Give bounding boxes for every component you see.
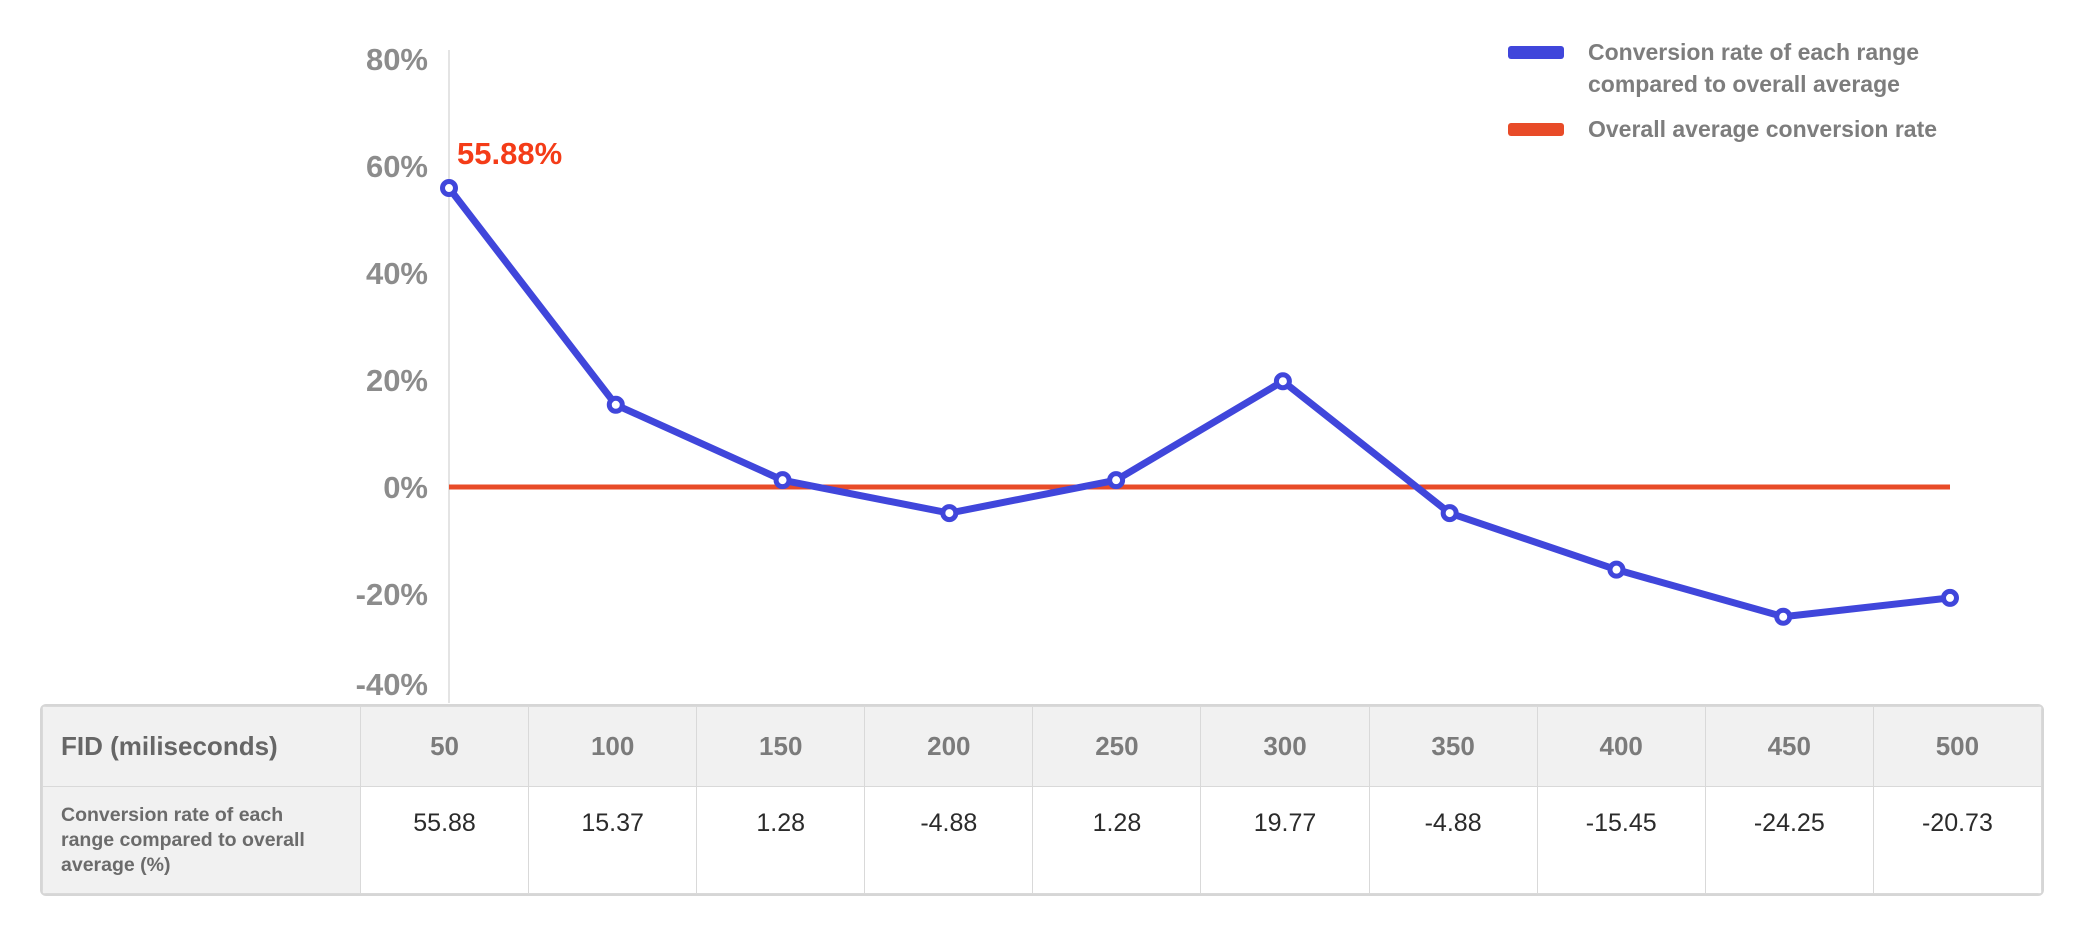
series-legend-label: Conversion rate of each range compared t… [1588, 39, 1920, 97]
y-tick-label: -40% [356, 667, 428, 702]
fid-row: FID (miliseconds) 50 100 150 200 250 300… [42, 706, 2042, 787]
data-point-marker [940, 504, 959, 523]
data-point-marker [1941, 588, 1959, 607]
data-point-marker [606, 395, 625, 414]
legend-item-series: Conversion rate of each range compared t… [1508, 36, 1988, 100]
data-point-marker [1273, 372, 1292, 391]
average-legend-swatch [1508, 123, 1564, 136]
fid-value-cell: 350 [1368, 706, 1538, 787]
data-point-marker [1774, 607, 1793, 626]
rate-value-cell: 55.88 [359, 786, 530, 894]
series-legend-swatch [1508, 46, 1564, 59]
series-line [445, 184, 1954, 621]
data-point-marker [440, 179, 458, 198]
y-tick-label: 60% [366, 149, 428, 184]
rate-value-cell: 19.77 [1200, 786, 1370, 894]
data-point-marker [1440, 504, 1459, 523]
rate-value-cell: 15.37 [528, 786, 698, 894]
data-table-container: FID (miliseconds) 50 100 150 200 250 300… [40, 704, 2044, 896]
data-point-marker [773, 471, 792, 490]
y-tick-label: 20% [366, 363, 428, 398]
y-tick-label: -20% [356, 577, 428, 612]
legend-item-average: Overall average conversion rate [1508, 113, 1988, 145]
fid-value-cell: 100 [528, 706, 698, 787]
rate-value-cell: -15.45 [1536, 786, 1706, 894]
fid-value-cell: 400 [1536, 706, 1706, 787]
data-point-marker [1107, 471, 1126, 490]
rate-row-header: Conversion rate of each range compared t… [42, 786, 361, 894]
fid-row-header: FID (miliseconds) [42, 706, 361, 787]
fid-value-cell: 250 [1032, 706, 1202, 787]
rate-value-cell: -4.88 [1368, 786, 1538, 894]
rate-value-cell: 1.28 [696, 786, 866, 894]
y-tick-label: 0% [383, 470, 428, 505]
fid-value-cell: 300 [1200, 706, 1370, 787]
fid-conversion-table: FID (miliseconds) 50 100 150 200 250 300… [42, 706, 2042, 894]
fid-value-cell: 450 [1704, 706, 1874, 787]
rate-value-cell: -24.25 [1704, 786, 1874, 894]
average-legend-label: Overall average conversion rate [1588, 116, 1938, 142]
data-point-marker [1607, 560, 1626, 579]
rate-value-cell: -20.73 [1872, 786, 2042, 894]
y-tick-label: 40% [366, 256, 428, 291]
chart-legend: Conversion rate of each range compared t… [1508, 36, 1988, 158]
fid-value-cell: 200 [864, 706, 1034, 787]
conversion-rate-row: Conversion rate of each range compared t… [42, 786, 2042, 894]
rate-value-cell: -4.88 [864, 786, 1034, 894]
max-value-annotation: 55.88% [457, 136, 562, 171]
y-tick-label: 80% [366, 42, 428, 77]
fid-value-cell: 50 [359, 706, 530, 787]
rate-value-cell: 1.28 [1032, 786, 1202, 894]
fid-value-cell: 500 [1872, 706, 2042, 787]
conversion-rate-line-chart: 80% 60% 40% 20% 0% -20% -40% 55.88% [356, 42, 1959, 703]
fid-value-cell: 150 [696, 706, 866, 787]
